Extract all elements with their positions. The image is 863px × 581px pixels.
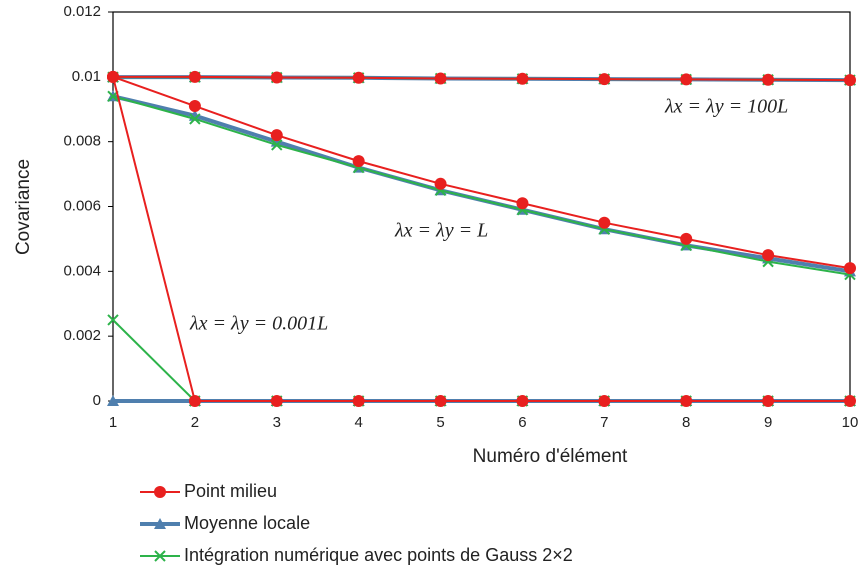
- point: [352, 155, 365, 168]
- point: [107, 395, 119, 406]
- point: [188, 395, 201, 407]
- x-tick-label: 9: [764, 414, 772, 431]
- point: [598, 73, 611, 86]
- point: [107, 70, 119, 83]
- point: [434, 395, 447, 407]
- x-tick-label: 5: [436, 414, 444, 431]
- y-tick-label: 0.004: [63, 262, 101, 279]
- annotation: λx = λy = L: [394, 220, 488, 242]
- point: [762, 395, 775, 407]
- series-line: [113, 75, 851, 82]
- x-tick-label: 10: [842, 414, 859, 431]
- point: [844, 395, 856, 407]
- x-tick-label: 2: [191, 414, 199, 431]
- x-tick-label: 3: [273, 414, 281, 431]
- point: [189, 113, 201, 125]
- legend-marker: [154, 486, 166, 498]
- point: [680, 73, 693, 86]
- annotation: λx = λy = 0.001L: [189, 313, 328, 335]
- point: [434, 72, 447, 85]
- x-tick-label: 6: [518, 414, 526, 431]
- y-tick-label: 0.01: [72, 68, 101, 85]
- y-tick-label: 0.002: [63, 327, 101, 344]
- point: [598, 216, 611, 229]
- point: [598, 395, 611, 407]
- point: [680, 395, 693, 407]
- series-line: [112, 76, 850, 402]
- point: [270, 395, 283, 407]
- x-axis-label: Numéro d'élément: [473, 446, 628, 467]
- point: [188, 100, 201, 113]
- point: [762, 73, 775, 86]
- point: [434, 177, 447, 190]
- y-axis-label: Covariance: [13, 159, 34, 255]
- point: [352, 71, 365, 84]
- annotation: λx = λy = 100L: [664, 96, 788, 118]
- point: [516, 197, 529, 210]
- point: [107, 314, 119, 326]
- x-tick-label: 7: [600, 414, 608, 431]
- point: [516, 395, 529, 407]
- point: [188, 70, 201, 83]
- series-line: [112, 94, 851, 274]
- series-line: [112, 95, 851, 276]
- y-tick-label: 0.008: [63, 133, 101, 150]
- y-tick-label: 0: [93, 392, 101, 409]
- x-tick-label: 1: [109, 414, 117, 431]
- y-tick-label: 0.006: [63, 197, 101, 214]
- point: [762, 249, 775, 262]
- point: [352, 395, 365, 407]
- legend-label: Point milieu: [184, 481, 277, 501]
- point: [844, 262, 856, 275]
- plot-frame: [112, 11, 851, 402]
- point: [516, 72, 529, 85]
- point: [270, 71, 283, 84]
- point: [270, 129, 283, 142]
- legend-label: Moyenne locale: [184, 513, 310, 533]
- point: [271, 139, 283, 151]
- legend-marker: [154, 550, 166, 562]
- point: [680, 232, 693, 245]
- point: [844, 74, 856, 87]
- legend-marker: [154, 518, 166, 529]
- y-tick-label: 0.012: [63, 3, 101, 20]
- x-tick-label: 4: [354, 414, 362, 431]
- x-tick-label: 8: [682, 414, 690, 431]
- series-line: [112, 75, 851, 270]
- legend-label: Intégration numérique avec points de Gau…: [184, 545, 573, 565]
